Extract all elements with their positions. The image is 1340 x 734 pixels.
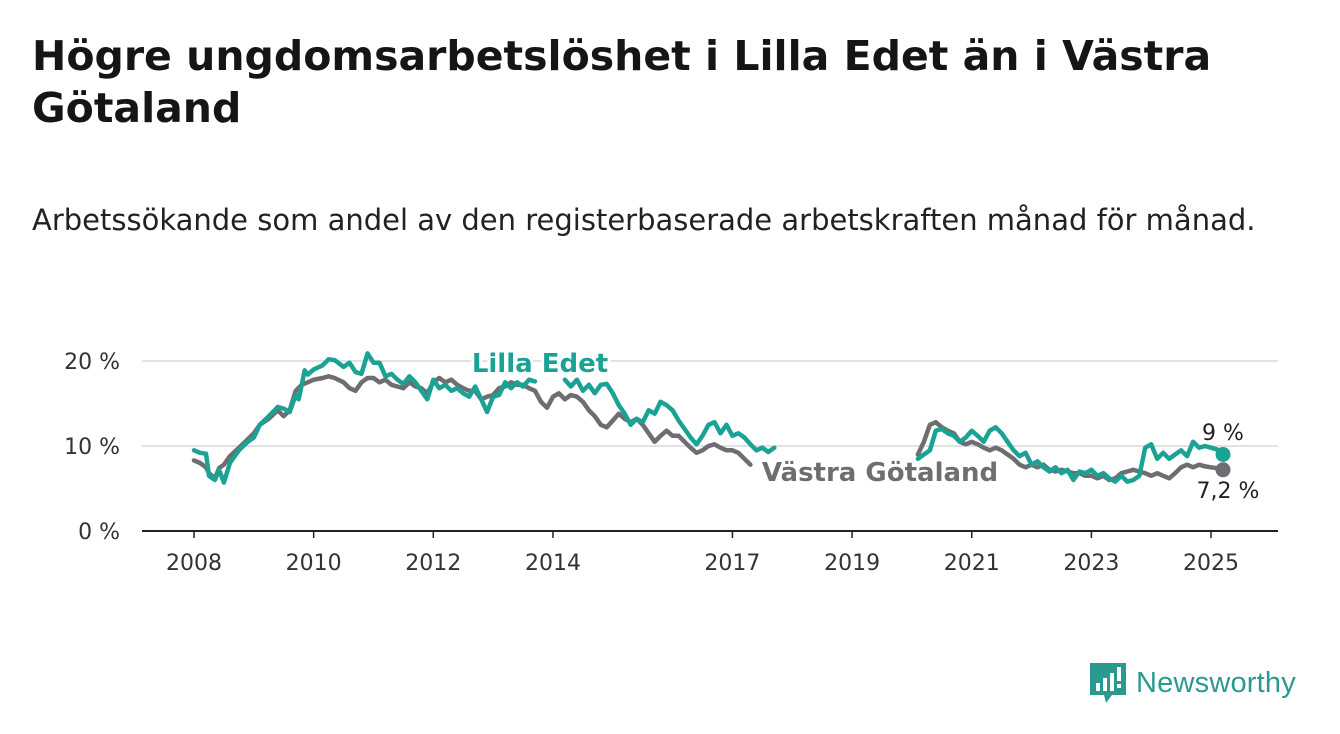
x-tick-label: 2014 bbox=[525, 551, 581, 576]
x-axis: 2008 2010 2012 2014 2017 2019 2021 2023 2025 bbox=[166, 531, 1239, 576]
x-tick-label: 2012 bbox=[405, 551, 461, 576]
x-tick-label: 2017 bbox=[704, 551, 760, 576]
series-line-lilla-edet bbox=[562, 377, 777, 455]
series-line-lilla-edet bbox=[915, 425, 1226, 484]
end-value-vastra-gotaland: 7,2 % bbox=[1197, 479, 1260, 504]
x-tick-label: 2021 bbox=[944, 551, 1000, 576]
series-line-lilla-edet bbox=[795, 476, 807, 483]
series-labels: Lilla Edet Västra Götaland 9 % 7,2 % bbox=[469, 346, 1260, 504]
chart-title: Högre ungdomsarbetslöshet i Lilla Edet ä… bbox=[32, 32, 1212, 132]
y-tick-label: 0 % bbox=[78, 520, 120, 545]
x-tick-label: 2025 bbox=[1183, 551, 1239, 576]
series-lines bbox=[191, 351, 1231, 485]
y-axis: 0 % 10 % 20 % bbox=[64, 350, 120, 545]
series-end-marker-vastra-gotaland bbox=[1215, 462, 1231, 478]
chart-subtitle: Arbetssökande som andel av den registerb… bbox=[32, 203, 1256, 237]
brand-name: Newsworthy bbox=[1136, 666, 1296, 699]
x-tick-label: 2010 bbox=[286, 551, 342, 576]
end-value-lilla-edet: 9 % bbox=[1202, 421, 1244, 446]
x-tick-label: 2019 bbox=[824, 551, 880, 576]
series-label-lilla-edet: Lilla Edet bbox=[472, 349, 608, 379]
line-chart: 0 % 10 % 20 % 2008 2010 2012 2014 2017 2019 2021… bbox=[64, 346, 1278, 576]
series-line-lilla-edet bbox=[191, 351, 538, 485]
series-end-marker-lilla-edet bbox=[1215, 447, 1231, 462]
x-tick-label: 2008 bbox=[166, 551, 222, 576]
bar-chart-logo-icon bbox=[1090, 663, 1126, 703]
series-label-vastra-gotaland: Västra Götaland bbox=[762, 458, 998, 488]
x-tick-label: 2023 bbox=[1063, 551, 1119, 576]
y-tick-label: 10 % bbox=[64, 435, 120, 460]
y-tick-label: 20 % bbox=[64, 350, 120, 375]
newsworthy-brand: Newsworthy bbox=[1088, 660, 1296, 706]
